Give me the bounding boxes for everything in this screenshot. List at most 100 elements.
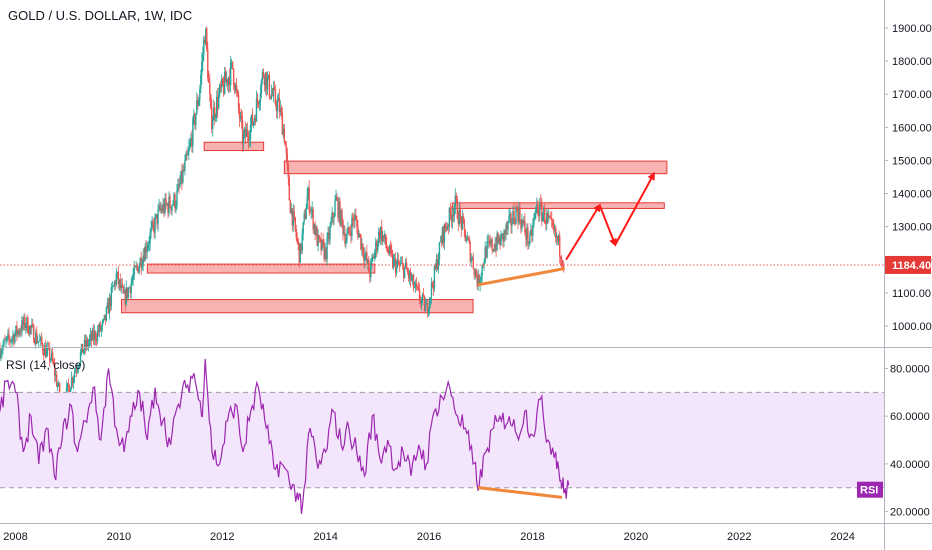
candle (388, 246, 390, 256)
candle (250, 114, 253, 133)
price-tick-label: 1100.00 (892, 288, 931, 300)
candle (274, 84, 277, 107)
candle-body (468, 239, 470, 243)
candle-body (341, 210, 343, 221)
candle-body (256, 98, 259, 102)
candle (92, 323, 95, 345)
candle (37, 335, 39, 344)
candle-body (323, 242, 325, 259)
candle-body (519, 208, 521, 222)
candle-body (339, 201, 341, 225)
candle-body (33, 325, 35, 343)
candle-body (110, 287, 113, 307)
candle-body (78, 363, 81, 367)
candle-body (198, 99, 200, 106)
candle (312, 206, 314, 234)
candle-body (153, 224, 155, 233)
rsi-tick-label: 20.0000 (890, 507, 930, 519)
candle-body (190, 138, 192, 143)
candle (419, 295, 422, 309)
candle-body (475, 269, 477, 277)
candle (196, 92, 198, 115)
candle (287, 161, 290, 186)
candle (370, 258, 372, 282)
candle-body (357, 226, 359, 238)
candle (352, 212, 354, 227)
candle (12, 329, 14, 345)
price-tick-label: 1900.00 (892, 23, 932, 35)
candle-body (30, 325, 32, 329)
candle (332, 211, 334, 226)
candle (276, 94, 279, 119)
candle-body (520, 221, 522, 229)
candle (56, 382, 59, 392)
candle (215, 113, 217, 123)
candle-body (479, 280, 481, 285)
candle-body (485, 247, 487, 258)
zone-2 (283, 160, 668, 175)
candle-body (201, 61, 203, 76)
candle (165, 193, 167, 210)
candle-body (165, 198, 167, 205)
candle (529, 230, 531, 247)
candle (367, 258, 369, 271)
candle (426, 299, 429, 318)
candle-body (346, 233, 348, 241)
price-tick-label: 1800.00 (892, 56, 932, 68)
candle (531, 225, 533, 243)
candle (323, 238, 325, 263)
candle-body (458, 209, 460, 224)
candle (118, 278, 120, 291)
candle-body (466, 237, 468, 241)
candle-body (508, 215, 510, 222)
candle (150, 220, 152, 239)
time-tick-label: 2024 (830, 531, 854, 543)
candle-body (275, 103, 278, 111)
candle (90, 330, 93, 348)
candle-body (419, 300, 422, 304)
candle-body (43, 351, 45, 356)
candle-body (473, 268, 475, 275)
candle (4, 334, 6, 341)
candle-body (111, 286, 114, 288)
candle (164, 193, 166, 216)
candle-body (149, 232, 151, 244)
candle-body (503, 230, 505, 242)
candle-body (10, 340, 12, 342)
candle (401, 256, 404, 270)
candle-body (58, 383, 61, 396)
candle (539, 197, 541, 222)
candle-body (125, 287, 127, 305)
candle-body (325, 247, 327, 260)
candle (322, 233, 324, 248)
candle (299, 242, 301, 263)
candle-body (533, 218, 535, 225)
candle-body (317, 235, 319, 246)
candle (95, 333, 98, 347)
candle-body (462, 216, 464, 220)
candle (463, 217, 465, 238)
candle (425, 299, 428, 305)
candle-body (384, 234, 386, 239)
candle (128, 285, 130, 289)
candle-body (444, 224, 447, 229)
candle-body (308, 187, 310, 211)
rsi-series (0, 358, 884, 514)
candle-body (238, 108, 241, 119)
candle (70, 371, 73, 390)
candle-body (457, 218, 460, 224)
candle-body (174, 194, 176, 209)
candle-body (352, 217, 354, 220)
candle (225, 70, 228, 87)
candle (74, 367, 77, 374)
candle-body (82, 349, 85, 353)
candle (155, 213, 157, 219)
candle-body (85, 339, 88, 348)
candle (391, 249, 394, 269)
candle-body (151, 221, 153, 228)
candle-body (117, 271, 120, 285)
price-tick-label: 1300.00 (892, 222, 932, 234)
candle (495, 236, 497, 258)
candle (465, 234, 467, 244)
